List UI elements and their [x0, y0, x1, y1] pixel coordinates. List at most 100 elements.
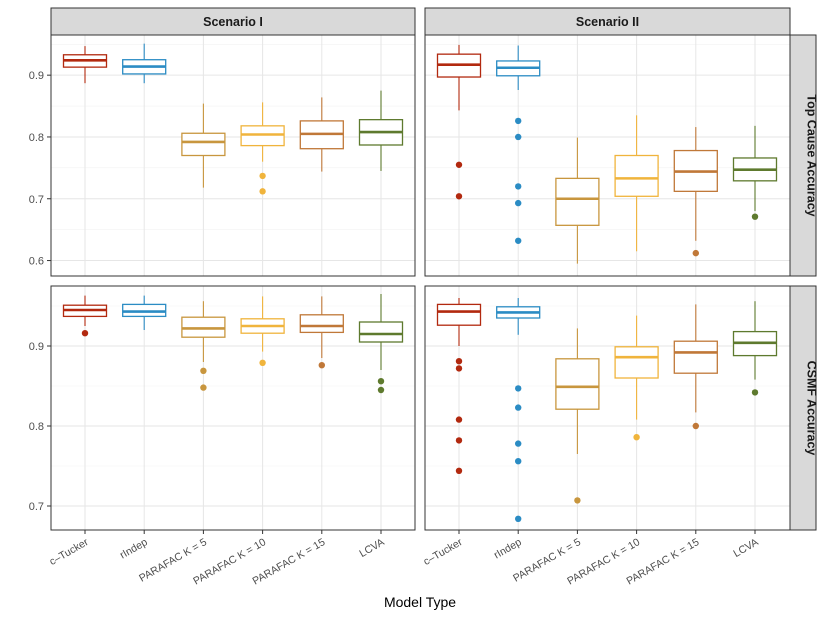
boxplot-c–Tucker	[436, 298, 482, 474]
column-strip	[424, 7, 791, 36]
boxplot-rIndep	[122, 295, 167, 330]
outlier-point	[515, 117, 522, 125]
x-tick-label: LCVA	[731, 536, 760, 560]
outlier-point	[692, 249, 699, 257]
panels-layer	[50, 34, 791, 531]
boxplot-PARAFAC K = 10	[240, 102, 285, 195]
outlier-point	[455, 365, 463, 372]
y-tick-label: 0.8	[29, 132, 44, 144]
y-tick-label: 0.9	[29, 341, 44, 353]
outlier-point	[751, 389, 759, 396]
boxplot-LCVA	[732, 301, 778, 396]
y-tick-label: 0.7	[29, 501, 44, 513]
strip-layer: Scenario I Scenario II Top Cause Accuracy C…	[50, 7, 819, 531]
outlier-point	[455, 358, 463, 365]
y-tick-label: 0.6	[29, 256, 44, 268]
row-strip-label: CSMF Accuracy	[805, 361, 819, 456]
boxplot-PARAFAC K = 5	[555, 137, 600, 264]
boxplot-PARAFAC K = 5	[555, 328, 600, 504]
row-strip	[789, 285, 817, 531]
outlier-point	[200, 384, 207, 391]
box-iqr	[673, 340, 718, 374]
outlier-point	[318, 362, 325, 369]
boxplot-rIndep	[496, 45, 541, 244]
boxplot-c–Tucker	[436, 44, 482, 200]
column-strip-label: Scenario II	[576, 15, 639, 29]
outlier-point	[515, 199, 522, 207]
panel-border	[50, 285, 416, 531]
boxplot-PARAFAC K = 10	[614, 115, 659, 252]
row-strip	[789, 34, 817, 277]
boxplot-PARAFAC K = 15	[299, 296, 344, 369]
box-iqr	[299, 314, 344, 334]
box-iqr	[436, 303, 482, 326]
outlier-point	[515, 458, 522, 465]
box-iqr	[614, 346, 659, 379]
outlier-point	[259, 188, 266, 195]
boxplot-rIndep	[122, 43, 167, 84]
panel-1	[424, 34, 791, 277]
outlier-point	[377, 378, 385, 385]
outlier-point	[259, 359, 266, 366]
x-tick-label: c–Tucker	[47, 536, 90, 568]
boxplot-PARAFAC K = 5	[181, 103, 226, 188]
column-strip-label: Scenario I	[203, 15, 263, 29]
x-tick-label: LCVA	[357, 536, 386, 560]
box-iqr	[614, 154, 659, 197]
boxplot-rIndep	[496, 298, 541, 522]
outlier-point	[515, 440, 522, 447]
box-iqr	[181, 132, 226, 157]
outlier-point	[515, 237, 522, 244]
x-axis-title: Model Type	[384, 594, 456, 610]
boxplot-LCVA	[358, 90, 404, 171]
column-strip	[50, 7, 416, 36]
outlier-point	[574, 497, 581, 504]
outlier-point	[455, 467, 463, 474]
outlier-point	[455, 161, 463, 168]
panel-background	[425, 286, 790, 530]
boxplot-PARAFAC K = 15	[673, 304, 718, 430]
panel-background	[51, 35, 415, 276]
y-axis-layer: 0.6 0.7 0.8 0.9 0.7 0.8 0.9	[29, 70, 51, 513]
x-tick-label: rIndep	[118, 536, 150, 561]
panel-background	[51, 286, 415, 530]
boxplot-LCVA	[732, 125, 778, 220]
boxplot-c–Tucker	[62, 46, 108, 84]
outlier-point	[377, 386, 385, 394]
outlier-point	[751, 213, 759, 220]
boxplot-PARAFAC K = 10	[240, 296, 285, 366]
outlier-point	[515, 133, 522, 141]
x-tick-label: rIndep	[492, 536, 524, 561]
box-iqr	[555, 177, 600, 226]
outlier-point	[259, 172, 266, 180]
box-iqr	[555, 358, 600, 410]
outlier-point	[515, 183, 522, 190]
outlier-point	[515, 404, 522, 411]
x-tick-label: c–Tucker	[421, 536, 464, 568]
boxplot-PARAFAC K = 10	[614, 315, 659, 441]
outlier-point	[515, 515, 522, 522]
outlier-point	[200, 367, 207, 374]
y-tick-label: 0.9	[29, 70, 44, 82]
row-strip-label: Top Cause Accuracy	[805, 94, 819, 216]
panel-0	[50, 34, 416, 277]
outlier-point	[455, 416, 463, 423]
outlier-point	[692, 422, 699, 430]
box-iqr	[358, 321, 404, 343]
outlier-point	[81, 330, 89, 337]
y-tick-label: 0.7	[29, 194, 44, 206]
outlier-point	[455, 437, 463, 444]
boxplot-LCVA	[358, 294, 404, 394]
boxplot-PARAFAC K = 15	[673, 127, 718, 257]
panel-3	[424, 285, 791, 531]
boxplot-c–Tucker	[62, 295, 108, 337]
boxplot-PARAFAC K = 15	[299, 97, 344, 172]
panel-2	[50, 285, 416, 531]
outlier-point	[633, 434, 640, 441]
outlier-point	[455, 193, 463, 200]
boxplot-PARAFAC K = 5	[181, 301, 226, 391]
outlier-point	[515, 385, 522, 392]
y-tick-label: 0.8	[29, 421, 44, 433]
